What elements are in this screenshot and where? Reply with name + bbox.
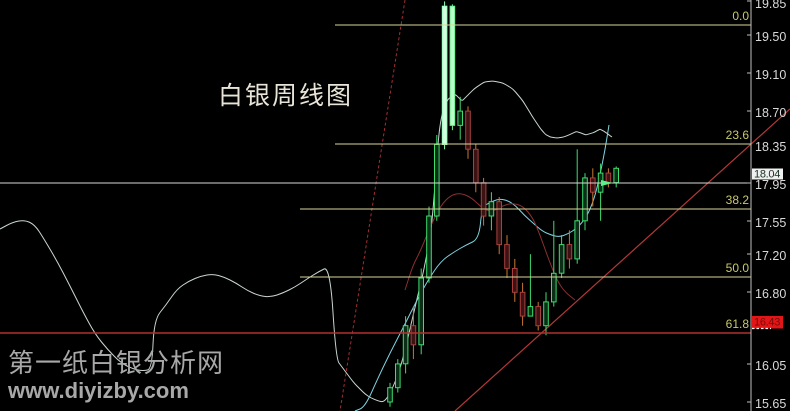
svg-text:16.80: 16.80 — [755, 287, 786, 301]
svg-text:www.diyizby.com: www.diyizby.com — [7, 378, 189, 403]
svg-text:15.65: 15.65 — [755, 397, 786, 411]
svg-text:19.50: 19.50 — [755, 30, 786, 44]
svg-text:19.10: 19.10 — [755, 68, 786, 82]
svg-text:18.70: 18.70 — [755, 106, 786, 120]
svg-text:18.35: 18.35 — [755, 140, 786, 154]
svg-text:16.05: 16.05 — [755, 359, 786, 373]
svg-text:0.0: 0.0 — [732, 9, 749, 23]
svg-text:23.6: 23.6 — [726, 128, 750, 142]
svg-text:18.04: 18.04 — [754, 168, 780, 180]
svg-text:16.43: 16.43 — [754, 317, 780, 329]
svg-text:第一纸白银分析网: 第一纸白银分析网 — [8, 348, 224, 378]
svg-text:17.55: 17.55 — [755, 216, 786, 230]
svg-text:19.85: 19.85 — [755, 0, 786, 11]
svg-text:38.2: 38.2 — [726, 193, 750, 207]
svg-text:白银周线图: 白银周线图 — [218, 82, 353, 110]
svg-text:17.20: 17.20 — [755, 249, 786, 263]
svg-text:61.8: 61.8 — [726, 317, 750, 331]
svg-text:50.0: 50.0 — [726, 261, 750, 275]
